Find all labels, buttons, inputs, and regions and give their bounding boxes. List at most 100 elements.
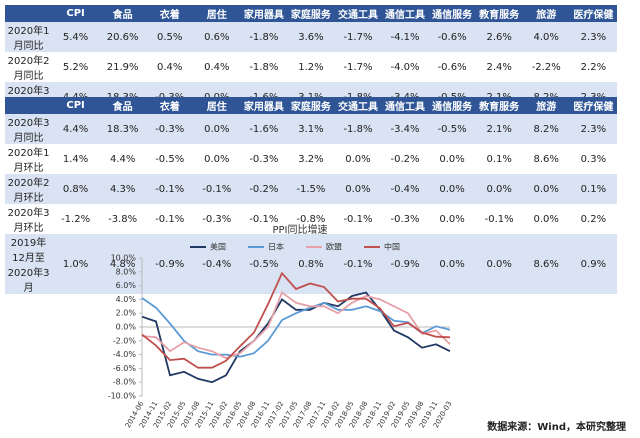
cell: 0.5% — [146, 22, 194, 52]
cell: -1.6% — [240, 114, 288, 144]
legend-label: 中国 — [384, 242, 400, 252]
cell: 4.8% — [99, 234, 147, 294]
cell: 21.9% — [106, 61, 139, 73]
cell: 2020年1月同比 — [5, 22, 53, 52]
table: CPI 食品 衣着 居住 家用器具 家庭服务 交通工具 通信工具 通信服务 教育服务 旅游 医疗保健 2… — [5, 5, 617, 112]
cell: 0.1% — [486, 153, 512, 165]
header-cell: 居住 — [193, 5, 241, 22]
cell: -0.2% — [390, 153, 420, 165]
cell: 0.4% — [157, 61, 183, 73]
cell: -0.2% — [240, 174, 288, 204]
cell: 0.3% — [580, 153, 607, 165]
cell: 0.0% — [334, 174, 382, 204]
cell: 4.4% — [109, 153, 136, 165]
cell: -4.0% — [390, 61, 420, 73]
cell: 2020年3月环比 — [7, 208, 50, 234]
header-cell: 交通工具 — [334, 5, 382, 22]
cell: -0.1% — [193, 174, 241, 204]
table: CPI 食品 衣着 居住 家用器具 家庭服务 交通工具 通信工具 通信服务 教育服务 旅游 医疗保健 2… — [5, 97, 617, 294]
cell: -0.8% — [296, 213, 326, 225]
cell: -2.2% — [531, 61, 561, 73]
cell: 8.6% — [533, 153, 559, 165]
header-row: CPI 食品 衣着 居住 家用器具 家庭服务 交通工具 通信工具 通信服务 教育服务 旅游 医疗保健 — [5, 97, 617, 114]
cell: 0.9% — [569, 234, 617, 294]
cell: 4.0% — [522, 22, 570, 52]
cell: 3.1% — [287, 114, 335, 144]
header-cell: 教育服务 — [475, 97, 523, 114]
row: 2020年3月环比 -1.2% -3.8% -0.1% -0.3% -0.1% -0.8% -… — [5, 204, 617, 234]
cell: 1.2% — [298, 61, 324, 73]
header-cell: 教育服务 — [475, 5, 523, 22]
cell: 0.0% — [439, 153, 465, 165]
y-tick-label: 10.0% — [111, 254, 137, 263]
cell: -1.7% — [343, 61, 373, 73]
cell: 3.6% — [287, 22, 335, 52]
cell: -1.8% — [240, 22, 288, 52]
header-cell: 旅游 — [522, 97, 570, 114]
cell: 2020年2月环比 — [5, 174, 53, 204]
cell: 2.1% — [475, 114, 523, 144]
cell: 5.2% — [62, 61, 89, 73]
y-tick-label: -2.0% — [113, 336, 137, 345]
y-tick-label: 8.0% — [116, 267, 137, 276]
cell: -0.5% — [428, 114, 476, 144]
header-cell: 医疗保健 — [569, 5, 617, 22]
y-tick-label: 6.0% — [116, 281, 137, 290]
cell: 0.0% — [475, 174, 523, 204]
cell: 18.3% — [99, 114, 147, 144]
cell: 2020年1月环比 — [7, 148, 50, 174]
source-note: 数据来源：Wind，本研究整理 — [487, 422, 626, 433]
cell: -0.6% — [437, 61, 467, 73]
cell: 0.6% — [193, 22, 241, 52]
y-tick-label: -8.0% — [113, 378, 137, 387]
header-cell: 医疗保健 — [569, 97, 617, 114]
cell: 0.4% — [204, 61, 230, 73]
header-cell: 交通工具 — [334, 97, 382, 114]
cell: -3.8% — [108, 213, 138, 225]
cell: 20.6% — [99, 22, 147, 52]
cell: -1.7% — [334, 22, 382, 52]
cell: 2020年2月同比 — [7, 56, 50, 82]
cell: 0.2% — [580, 213, 607, 225]
y-tick-label: -6.0% — [113, 364, 137, 373]
cell: 0.0% — [439, 213, 465, 225]
y-tick-label: 2.0% — [116, 309, 137, 318]
line — [141, 291, 451, 384]
cell: 0.0% — [428, 234, 476, 294]
cell: -0.4% — [381, 174, 429, 204]
cell: 1.0% — [52, 234, 100, 294]
header-cell: 通信工具 — [381, 97, 429, 114]
legend-label: 日本 — [268, 242, 284, 252]
cell: -0.4% — [193, 234, 241, 294]
cell: 3.2% — [298, 153, 324, 165]
cell: -0.1% — [249, 213, 279, 225]
cell: -1.5% — [287, 174, 335, 204]
cell: -3.4% — [381, 114, 429, 144]
cell: -0.3% — [202, 213, 232, 225]
cell: 4.3% — [99, 174, 147, 204]
cell: -1.8% — [249, 61, 279, 73]
legend-label: 美国 — [210, 242, 226, 252]
header-cell: 食品 — [99, 5, 147, 22]
y-tick-label: 0.0% — [116, 323, 137, 332]
cell: -0.5% — [155, 153, 185, 165]
header-cell: 通信工具 — [381, 5, 429, 22]
header-cell: 通信服务 — [428, 97, 476, 114]
cell: 0.0% — [522, 174, 570, 204]
cell: 2.3% — [569, 114, 617, 144]
line — [141, 297, 451, 358]
cell: 8.2% — [522, 114, 570, 144]
header-cell: 家用器具 — [240, 97, 288, 114]
header-cell — [5, 5, 53, 22]
cell: -0.1% — [343, 213, 373, 225]
cell: -0.1% — [334, 234, 382, 294]
row: 2020年1月同比 5.4% 20.6% 0.5% 0.6% -1.8% 3.6% -1.7%… — [5, 22, 617, 52]
cell: -0.5% — [240, 234, 288, 294]
header-cell: CPI — [52, 5, 100, 22]
cell: -0.3% — [390, 213, 420, 225]
y-tick-label: -10.0% — [108, 392, 137, 401]
y-tick-label: -4.0% — [113, 350, 137, 359]
cell: -0.6% — [428, 22, 476, 52]
